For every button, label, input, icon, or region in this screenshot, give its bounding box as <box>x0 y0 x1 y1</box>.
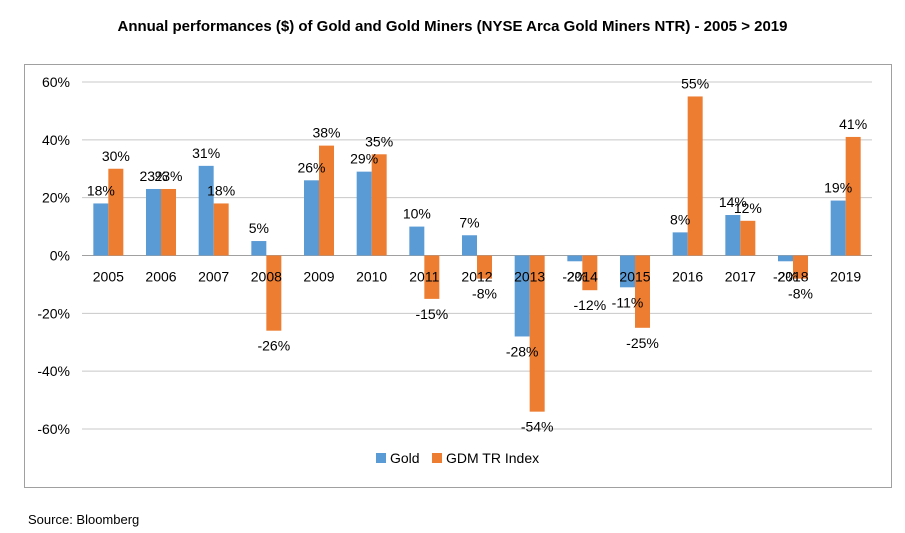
gold-bar <box>672 232 688 256</box>
chart-title: Annual performances ($) of Gold and Gold… <box>117 18 788 35</box>
source-note: Source: Bloomberg <box>28 512 140 527</box>
y-tick-label: 0% <box>50 248 70 264</box>
gdm-data-label: 55% <box>681 75 709 91</box>
legend-swatch-gdm <box>432 453 442 463</box>
gold-data-label: 29% <box>350 151 378 167</box>
gdm-data-label: 38% <box>312 125 340 141</box>
gdm-bar <box>793 255 808 279</box>
gold-bar <box>620 255 635 288</box>
gdm-bar <box>213 203 229 256</box>
x-tick-label: 2017 <box>725 269 756 285</box>
gdm-bar <box>319 145 334 256</box>
gold-bar <box>514 255 530 337</box>
gdm-bar <box>687 96 703 256</box>
gdm-data-label: 41% <box>839 116 867 132</box>
gdm-bar <box>371 154 387 256</box>
x-tick-label: 2005 <box>93 269 124 285</box>
x-tick-label: 2019 <box>830 269 861 285</box>
x-tick-label: 2014 <box>567 269 598 285</box>
gold-data-label: -11% <box>612 294 644 310</box>
gdm-data-label: -54% <box>521 419 554 435</box>
x-tick-label: 2018 <box>777 269 808 285</box>
gdm-data-label: 18% <box>207 182 235 198</box>
x-tick-label: 2015 <box>619 269 650 285</box>
gdm-bar <box>740 220 756 256</box>
gold-data-label: -2% <box>773 268 798 284</box>
y-tick-label: 60% <box>42 74 70 90</box>
gdm-data-label: 23% <box>154 168 182 184</box>
gold-data-label: 14% <box>719 194 747 210</box>
gold-data-label: 7% <box>459 214 479 230</box>
y-tick-label: -40% <box>37 363 70 379</box>
gold-bar <box>830 200 846 256</box>
chart-frame <box>24 64 892 488</box>
gold-data-label: 19% <box>824 180 852 196</box>
gdm-data-label: -15% <box>415 306 448 322</box>
gdm-bar <box>845 136 861 256</box>
gold-data-label: -2% <box>562 268 587 284</box>
gdm-bar <box>582 255 598 291</box>
gold-data-label: 31% <box>192 145 220 161</box>
gdm-data-label: 35% <box>365 133 393 149</box>
x-tick-label: 2007 <box>198 269 229 285</box>
gdm-data-label: 30% <box>102 148 130 164</box>
gdm-bar <box>424 255 440 299</box>
gold-bar <box>304 180 319 256</box>
x-tick-label: 2013 <box>514 269 545 285</box>
gdm-data-label: -8% <box>472 286 497 302</box>
gold-bar <box>725 215 741 256</box>
gdm-data-label: -26% <box>257 338 290 354</box>
legend-label-gdm: GDM TR Index <box>446 450 539 466</box>
gold-bar <box>409 226 425 256</box>
gold-data-label: 5% <box>249 220 269 236</box>
y-tick-label: 20% <box>42 190 70 206</box>
x-tick-label: 2010 <box>356 269 387 285</box>
gdm-bar <box>266 255 282 331</box>
gdm-data-label: -25% <box>626 335 659 351</box>
legend-swatch-gold <box>376 453 386 463</box>
gold-data-label: 23% <box>139 168 167 184</box>
gdm-data-label: -8% <box>788 286 813 302</box>
x-tick-label: 2011 <box>409 269 439 285</box>
gdm-bar <box>477 255 492 279</box>
gdm-bar <box>161 188 176 256</box>
x-tick-label: 2006 <box>145 269 176 285</box>
gold-bar <box>778 255 793 262</box>
y-tick-label: -20% <box>37 305 70 321</box>
gold-bar <box>462 235 477 256</box>
gdm-bar <box>635 255 650 328</box>
gold-data-label: 26% <box>297 159 325 175</box>
x-tick-label: 2012 <box>461 269 492 285</box>
x-tick-label: 2016 <box>672 269 703 285</box>
gdm-data-label: 12% <box>734 200 762 216</box>
gold-data-label: 10% <box>403 206 431 222</box>
gold-data-label: 8% <box>670 211 690 227</box>
gdm-data-label: -12% <box>573 297 606 313</box>
gdm-bar <box>529 255 545 412</box>
legend-label-gold: Gold <box>390 450 420 466</box>
gold-bar <box>251 241 267 256</box>
y-tick-label: 40% <box>42 132 70 148</box>
gold-bar <box>93 203 109 256</box>
gold-data-label: -28% <box>506 343 539 359</box>
gold-data-label: 18% <box>87 182 115 198</box>
gold-bar <box>198 165 214 256</box>
gold-bar <box>146 188 161 256</box>
x-tick-label: 2009 <box>303 269 334 285</box>
gold-bar <box>567 255 583 262</box>
y-tick-label: -60% <box>37 421 70 437</box>
gold-bar <box>356 171 372 256</box>
gdm-bar <box>108 168 124 256</box>
x-tick-label: 2008 <box>251 269 282 285</box>
